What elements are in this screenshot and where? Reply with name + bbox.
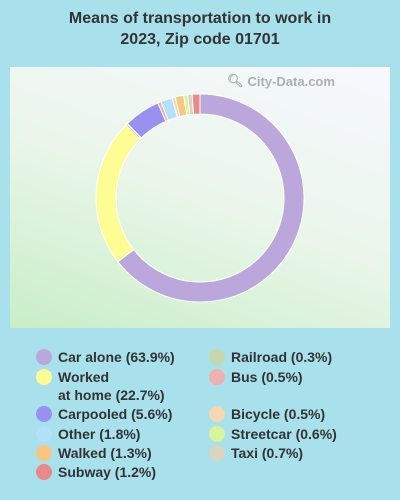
- chart-title-line-2: 2023, Zip code 01701: [120, 31, 280, 48]
- watermark: 🔍︎ City-Data.com: [227, 73, 335, 89]
- chart-title: Means of transportation to work in 2023,…: [0, 8, 400, 50]
- slice-subway: [191, 93, 201, 115]
- watermark-text: City-Data.com: [247, 73, 335, 89]
- slice-worked-at-home: [95, 124, 141, 263]
- slice-car-alone: [117, 93, 305, 303]
- chart-title-line-1: Means of transportation to work in: [68, 10, 332, 27]
- search-icon: 🔍︎: [227, 73, 244, 88]
